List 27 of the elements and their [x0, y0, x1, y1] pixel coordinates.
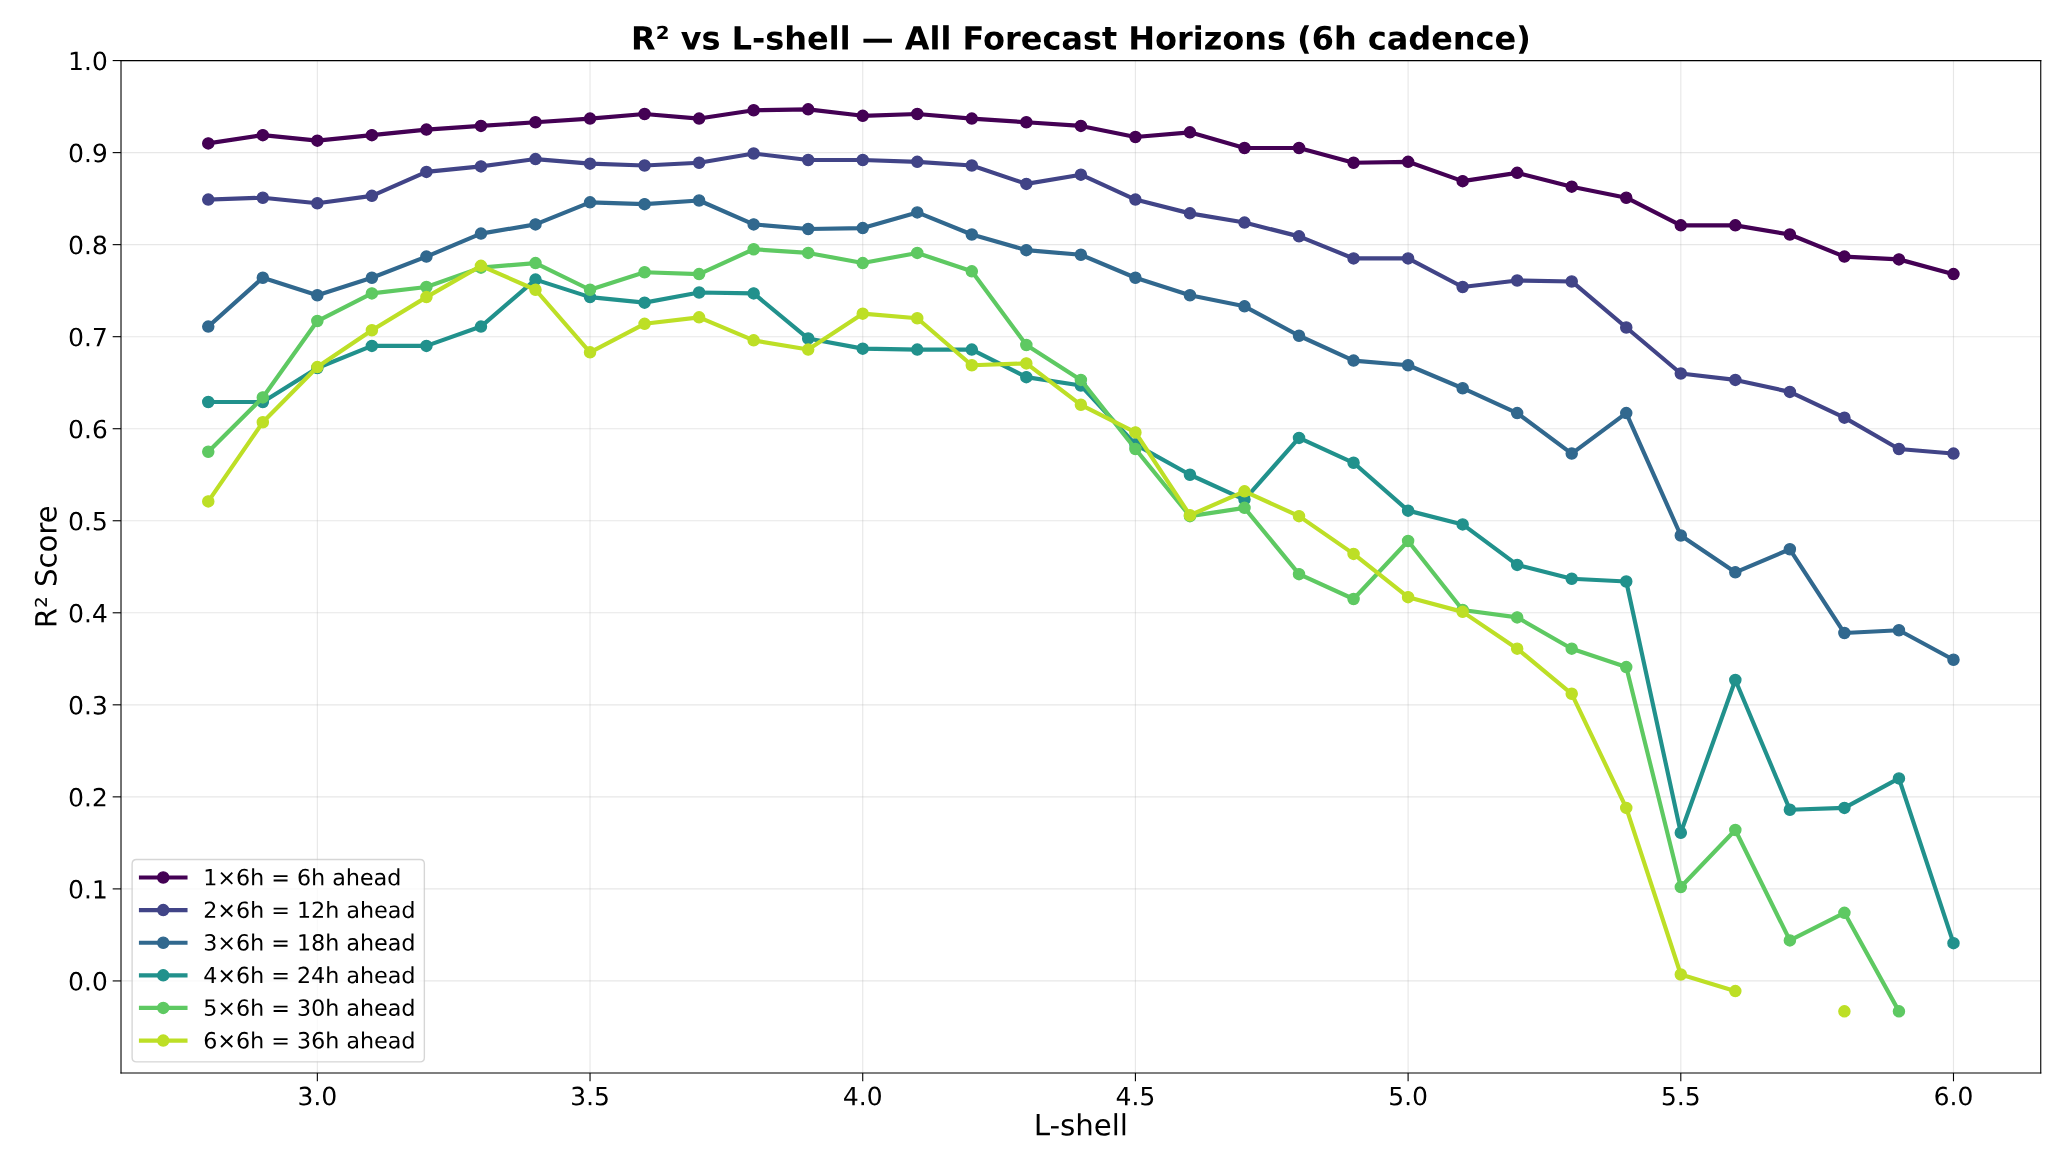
y-tick-label: 0.1: [69, 879, 106, 899]
chart-title: R² vs L-shell — All Forecast Horizons (6h cadence): [633, 25, 1529, 54]
legend-label: 6×6h = 36h ahead: [204, 1031, 414, 1049]
y-tick-label: 0.7: [69, 327, 106, 347]
x-tick-label: 5.0: [1390, 1086, 1427, 1106]
y-tick-label: 0.8: [69, 235, 107, 255]
legend-label: 2×6h = 12h ahead: [204, 900, 414, 919]
legend-label: 3×6h = 18h ahead: [204, 933, 414, 951]
y-tick-label: 1.0: [70, 51, 107, 71]
x-axis-title: L-shell: [1036, 1113, 1126, 1136]
y-tick-label: 0.0: [69, 971, 107, 991]
x-tick-label: 4.0: [844, 1086, 881, 1106]
y-tick-label: 0.2: [69, 787, 106, 807]
y-tick-label: 0.4: [69, 603, 107, 623]
y-tick-label: 0.9: [69, 143, 107, 163]
x-tick-label: 5.5: [1662, 1086, 1699, 1106]
x-tick-label: 3.5: [572, 1086, 608, 1106]
legend-label: 1×6h = 6h ahead: [205, 868, 400, 886]
x-tick-label: 3.0: [299, 1086, 336, 1106]
y-tick-label: 0.3: [69, 695, 106, 715]
y-tick-label: 0.5: [69, 511, 106, 531]
x-tick-label: 4.5: [1116, 1086, 1154, 1106]
legend-label: 5×6h = 30h ahead: [204, 998, 414, 1017]
y-tick-label: 0.6: [69, 419, 107, 439]
legend-label: 4×6h = 24h ahead: [204, 966, 414, 984]
x-tick-label: 6.0: [1935, 1086, 1972, 1106]
y-axis-title: R² Score: [34, 506, 57, 626]
